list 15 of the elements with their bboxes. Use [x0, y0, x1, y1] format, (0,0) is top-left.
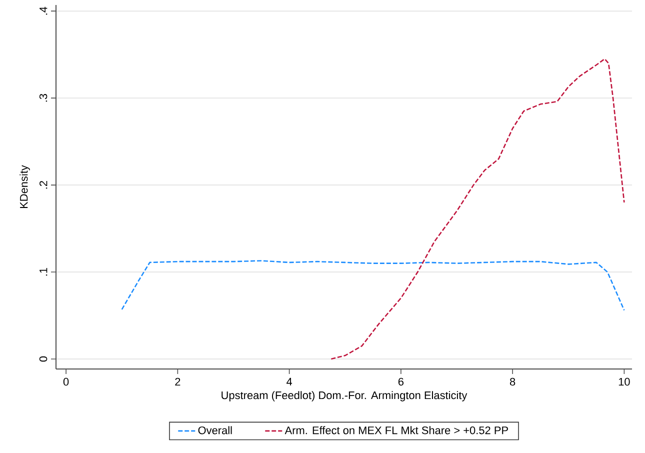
y-tick-label: .1 [40, 268, 48, 276]
x-tick-label: 8 [510, 378, 516, 386]
y-tick-label: .4 [40, 6, 48, 15]
y-tick-label: .3 [39, 94, 48, 102]
x-tick-label: 4 [286, 378, 292, 386]
x-tick-label: 2 [175, 378, 180, 386]
x-tick-label: 10 [618, 378, 630, 386]
y-tick-label: 0 [39, 356, 48, 362]
legend-label: Arm. Effect on MEX FL Mkt Share > +0.52 PP [284, 426, 508, 434]
x-axis-title: Upstream (Feedlot) Dom.-For. Armington Elasticity [222, 391, 468, 402]
legend-label: Overall [198, 426, 232, 434]
y-axis-title: KDensity [20, 165, 30, 208]
x-tick-label: 0 [63, 378, 69, 386]
x-tick-label: 6 [398, 378, 404, 386]
y-tick-label: .2 [40, 181, 48, 189]
